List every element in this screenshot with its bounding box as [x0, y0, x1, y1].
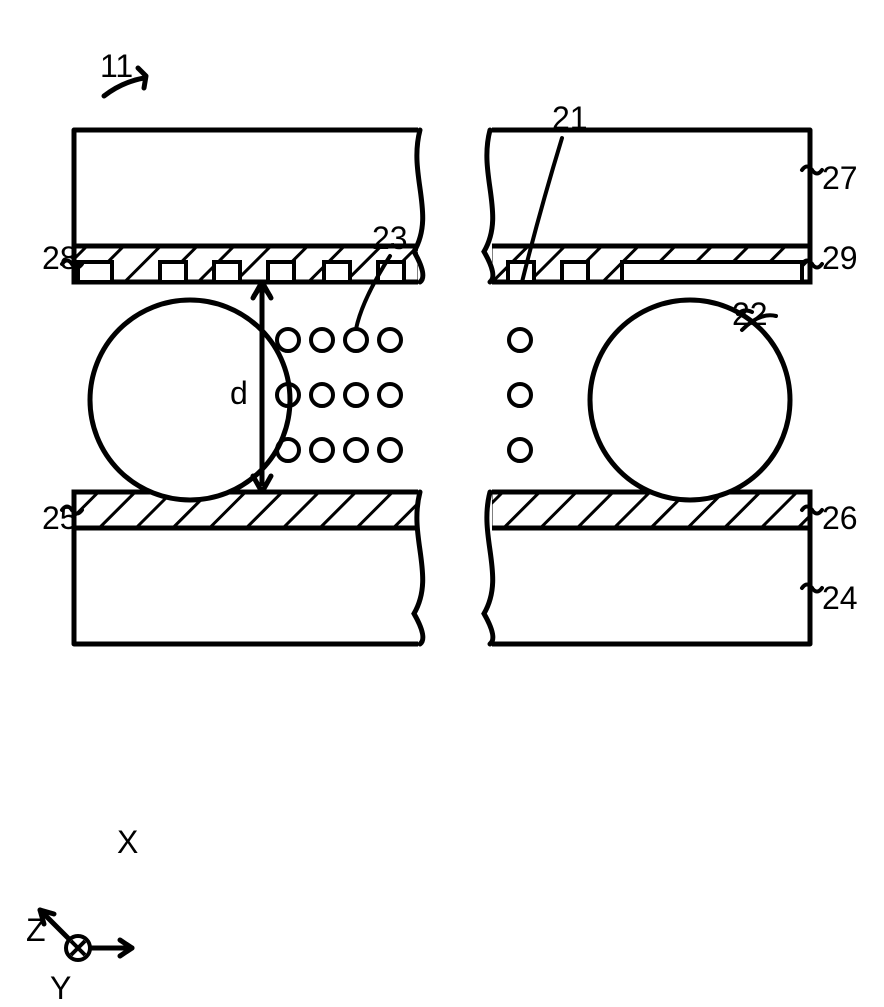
gap-label-d: d — [230, 375, 248, 412]
ref-21: 21 — [552, 100, 588, 137]
ref-28: 28 — [42, 240, 78, 277]
ref-24: 24 — [822, 580, 858, 617]
drawing-group — [40, 68, 822, 960]
ref-25: 25 — [42, 500, 78, 537]
ref-22: 22 — [732, 296, 768, 333]
ref-29: 29 — [822, 240, 858, 277]
axis-y-label: Y — [50, 970, 71, 1007]
figure-canvas: 11 27 29 28 25 26 24 21 22 23 d X Z Y — [0, 0, 884, 1000]
figure-id-label: 11 — [100, 48, 133, 85]
ref-23: 23 — [372, 220, 408, 257]
axis-z-label: Z — [26, 912, 46, 949]
ref-27: 27 — [822, 160, 858, 197]
axis-x-label: X — [117, 824, 138, 861]
ref-26: 26 — [822, 500, 858, 537]
